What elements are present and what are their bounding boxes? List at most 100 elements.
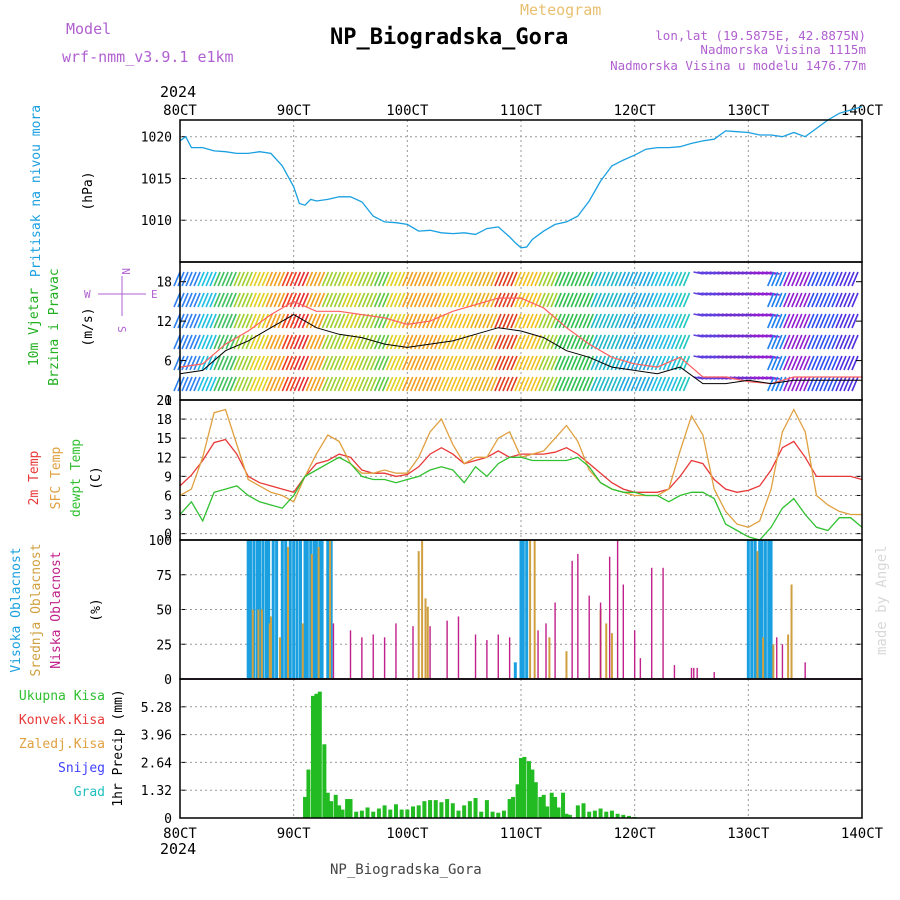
wind-barb [518,334,526,350]
wind-barb [574,292,582,308]
wind-barb [562,355,570,371]
wind-barb [213,376,221,392]
wind-barb [205,334,213,350]
wind-axis-label-2: Brzina i Pravac [47,268,62,385]
wind-barb [381,355,390,371]
wind-barb [261,355,269,371]
wind-barb [590,271,598,287]
wind-barb [578,376,586,392]
wind-barb [458,292,466,308]
wind-barb [405,334,414,350]
wind-barb [811,334,819,350]
wind-barb [341,292,350,308]
y-tick-label: 1.32 [141,784,172,799]
wind-barb [309,271,318,287]
wind-barb [385,271,394,287]
precip-bar [556,807,561,818]
wind-barb [213,292,221,308]
precip-bar [303,796,308,818]
wind-barb [662,313,671,329]
wind-barb [530,271,538,287]
wind-barb [257,292,265,308]
wind-barb [349,271,358,287]
wind-avg-line [179,314,862,385]
cloud-bar [497,634,499,679]
cloud-bar [608,556,611,679]
precip-bar [615,813,620,818]
wind-barb [297,292,306,308]
wind-barb [301,334,310,350]
wind-barb [482,313,490,329]
cloud-bar [548,637,551,679]
wind-barb [297,355,306,371]
y-tick-label: 12 [156,315,172,330]
wind-barb [490,376,498,392]
model-label: Model [66,20,111,38]
wind-barb [337,292,346,308]
wind-barb [662,271,671,287]
wind-barb [193,271,201,287]
wind-barb [261,313,269,329]
wind-barb [542,271,550,287]
wind-barb [630,292,639,308]
wind-barb [273,292,282,308]
cloud-bar [301,623,304,679]
wind-barb [217,292,225,308]
precip-bar [314,693,319,818]
wind-barb [650,292,659,308]
cloud-bar [513,662,517,679]
precip-bar [538,796,543,818]
wind-barb [281,313,290,329]
wind-barb [446,334,454,350]
wind-barb [333,292,342,308]
wind-barb [373,376,382,392]
wind-barb [185,334,193,350]
wind-barb [678,334,687,350]
cloud-bar [537,630,539,679]
cloud-bar [565,651,568,679]
cloud-bar [246,540,250,679]
wind-barb [466,271,474,287]
wind-barb [839,271,847,287]
precip-bar [621,814,626,818]
wind-barb [682,271,691,287]
wind-barb [803,355,811,371]
wind-barb [446,271,454,287]
wind-barb [815,292,823,308]
precip-bar [561,792,566,818]
wind-barb [373,271,382,287]
wind-barb [385,313,394,329]
wind-barb [674,313,683,329]
wind-barb [614,334,623,350]
wind-barb [554,355,562,371]
wind-barb [289,313,298,329]
wind-barb [205,271,213,287]
wind-barb [799,292,807,308]
cloud-bar [314,540,318,679]
wind-barb [341,355,350,371]
wind-barb [767,271,775,287]
wind-barb [642,271,651,287]
wind-barb [642,355,651,371]
wind-barb [618,313,627,329]
wind-barb [666,376,675,392]
wind-barb [397,355,406,371]
wind-barb [522,271,530,287]
cloud-bar [605,623,608,679]
wind-barb [369,334,378,350]
wind-barb [341,376,350,392]
wind-barb [839,376,847,392]
wind-barb [646,376,655,392]
precip-bar [515,784,520,818]
x-tick-label-bottom: 80CT [163,826,197,842]
wind-barb [181,292,189,308]
precip-bar [533,782,538,818]
wind-barb [269,334,278,350]
wind-barb [277,313,286,329]
wind-barb [285,271,294,287]
wind-barb [245,292,253,308]
wind-barb [807,355,815,371]
wind-barb [237,271,245,287]
wind-barb [630,271,639,287]
header: Model wrf-nmm_v3.9.1 e1km Meteogram NP_B… [62,1,866,101]
